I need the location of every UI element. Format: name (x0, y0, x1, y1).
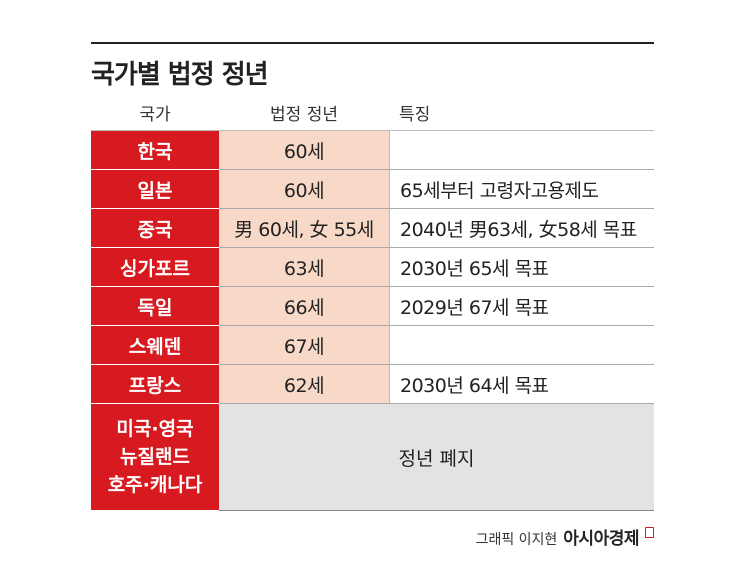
note-cell: 2029년 67세 목표 (400, 296, 549, 319)
country-cell: 일본 (91, 170, 219, 209)
country-cell: 스웨덴 (91, 326, 219, 365)
country-line: 미국·영국 (116, 418, 194, 440)
age-cell: 60세 (219, 170, 390, 208)
note-cell: 2030년 65세 목표 (400, 257, 549, 280)
note-cell: 65세부터 고령자고용제도 (400, 179, 599, 202)
note-cell: 2040년 男63세, 女58세 목표 (400, 218, 637, 241)
graphic-credit: 그래픽 이지현 (475, 532, 558, 548)
age-cell: 67세 (219, 326, 390, 364)
note-cell (390, 326, 654, 364)
page-title: 국가별 법정 정년 (91, 60, 269, 90)
age-cell: 男 60세, 女 55세 (219, 209, 390, 247)
country-cell: 싱가포르 (91, 248, 219, 287)
country-cell: 한국 (91, 131, 219, 170)
age-cell: 60세 (219, 131, 390, 169)
top-rule (91, 42, 654, 44)
table-row: 싱가포르 63세 2030년 65세 목표 (91, 248, 654, 287)
note-cell (390, 131, 654, 169)
note-cell: 2030년 64세 목표 (400, 374, 549, 397)
retirement-age-table: 국가 법정 정년 특징 한국 60세 일본 60세 65세부터 고령자고용제도 … (91, 92, 654, 511)
country-line: 호주·캐나다 (107, 474, 203, 496)
age-cell: 66세 (219, 287, 390, 325)
header-note: 특징 (399, 105, 431, 125)
table-row: 일본 60세 65세부터 고령자고용제도 (91, 170, 654, 209)
merged-note-cell: 정년 폐지 (219, 404, 654, 510)
table-row-abolished: 미국·영국 뉴질랜드 호주·캐나다 정년 폐지 (91, 404, 654, 511)
table-row: 중국 男 60세, 女 55세 2040년 男63세, 女58세 목표 (91, 209, 654, 248)
credit: 그래픽 이지현 아시아경제 (476, 524, 654, 549)
logo-mark-icon (645, 527, 654, 538)
country-cell: 중국 (91, 209, 219, 248)
table-row: 스웨덴 67세 (91, 326, 654, 365)
country-cell: 프랑스 (91, 365, 219, 404)
table-row: 독일 66세 2029년 67세 목표 (91, 287, 654, 326)
country-cell-group: 미국·영국 뉴질랜드 호주·캐나다 (91, 404, 219, 511)
age-cell: 62세 (219, 365, 390, 403)
country-line: 뉴질랜드 (120, 446, 190, 468)
publisher-logo: 아시아경제 (563, 529, 639, 549)
country-cell: 독일 (91, 287, 219, 326)
age-cell: 63세 (219, 248, 390, 286)
header-country: 국가 (139, 105, 171, 125)
table-row: 한국 60세 (91, 131, 654, 170)
table-header: 국가 법정 정년 특징 (91, 92, 654, 131)
header-age: 법정 정년 (270, 105, 338, 125)
table-row: 프랑스 62세 2030년 64세 목표 (91, 365, 654, 404)
